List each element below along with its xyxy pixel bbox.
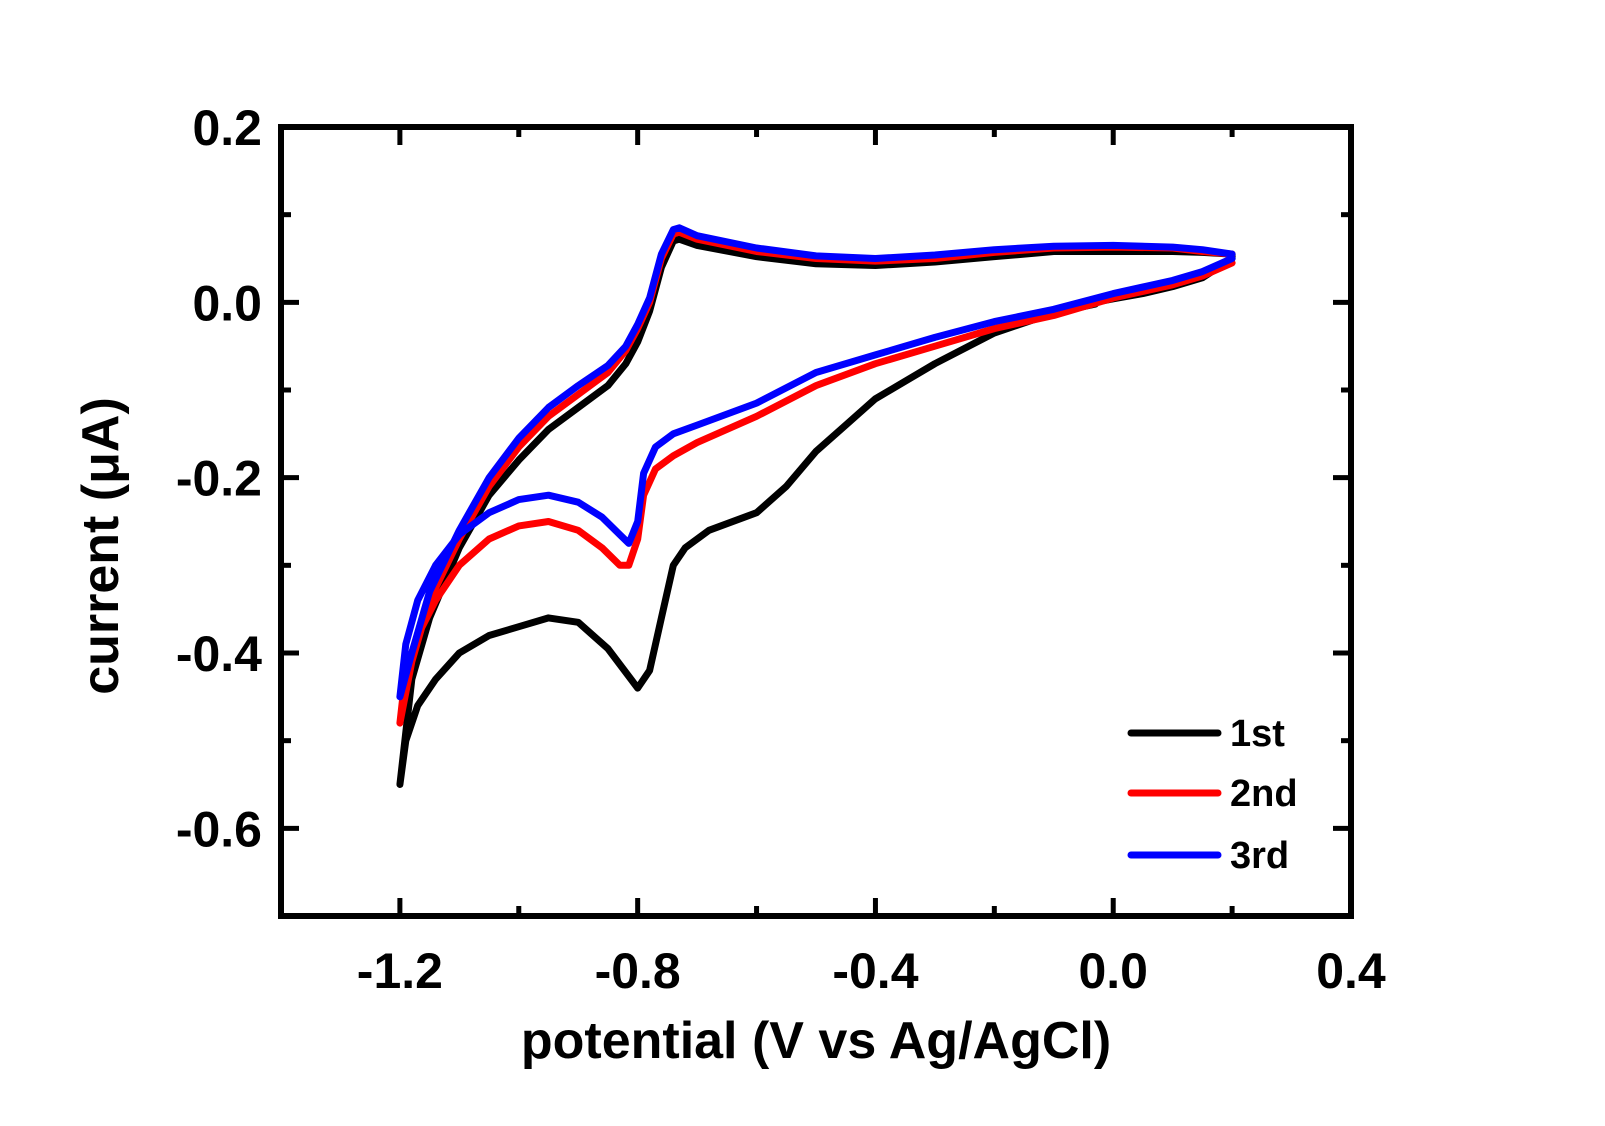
series-line-3rd <box>396 224 1236 701</box>
ticks-layer <box>281 124 1354 916</box>
y-tick-label: 0.2 <box>192 100 262 156</box>
legend-label-2nd: 2nd <box>1230 773 1298 815</box>
x-tick-label: 0.0 <box>1078 943 1148 999</box>
y-axis-title: current (μA) <box>72 397 130 695</box>
y-tick-label: -0.2 <box>176 451 262 507</box>
series-layer <box>396 224 1236 788</box>
y-tick-label: 0.0 <box>192 275 262 331</box>
y-tick-label: -0.6 <box>176 801 262 857</box>
legend-label-3rd: 3rd <box>1230 835 1289 877</box>
x-axis-title: potential (V vs Ag/AgCl) <box>521 1012 1111 1070</box>
y-tick-labels: 0.2 0.0 -0.2 -0.4 -0.6 <box>176 100 262 857</box>
series-line-2nd <box>396 228 1236 727</box>
x-tick-label: -0.4 <box>832 943 918 999</box>
x-tick-label: -0.8 <box>595 943 681 999</box>
series-line-1st <box>396 235 1236 788</box>
y-tick-label: -0.4 <box>176 626 262 682</box>
x-tick-label: -1.2 <box>357 943 443 999</box>
x-tick-label: 0.4 <box>1316 943 1386 999</box>
x-tick-labels: -1.2 -0.8 -0.4 0.0 0.4 <box>357 943 1386 999</box>
plot-frame <box>278 124 1354 919</box>
legend-label-1st: 1st <box>1230 713 1285 755</box>
legend: 1st 2nd 3rd <box>1127 713 1298 877</box>
